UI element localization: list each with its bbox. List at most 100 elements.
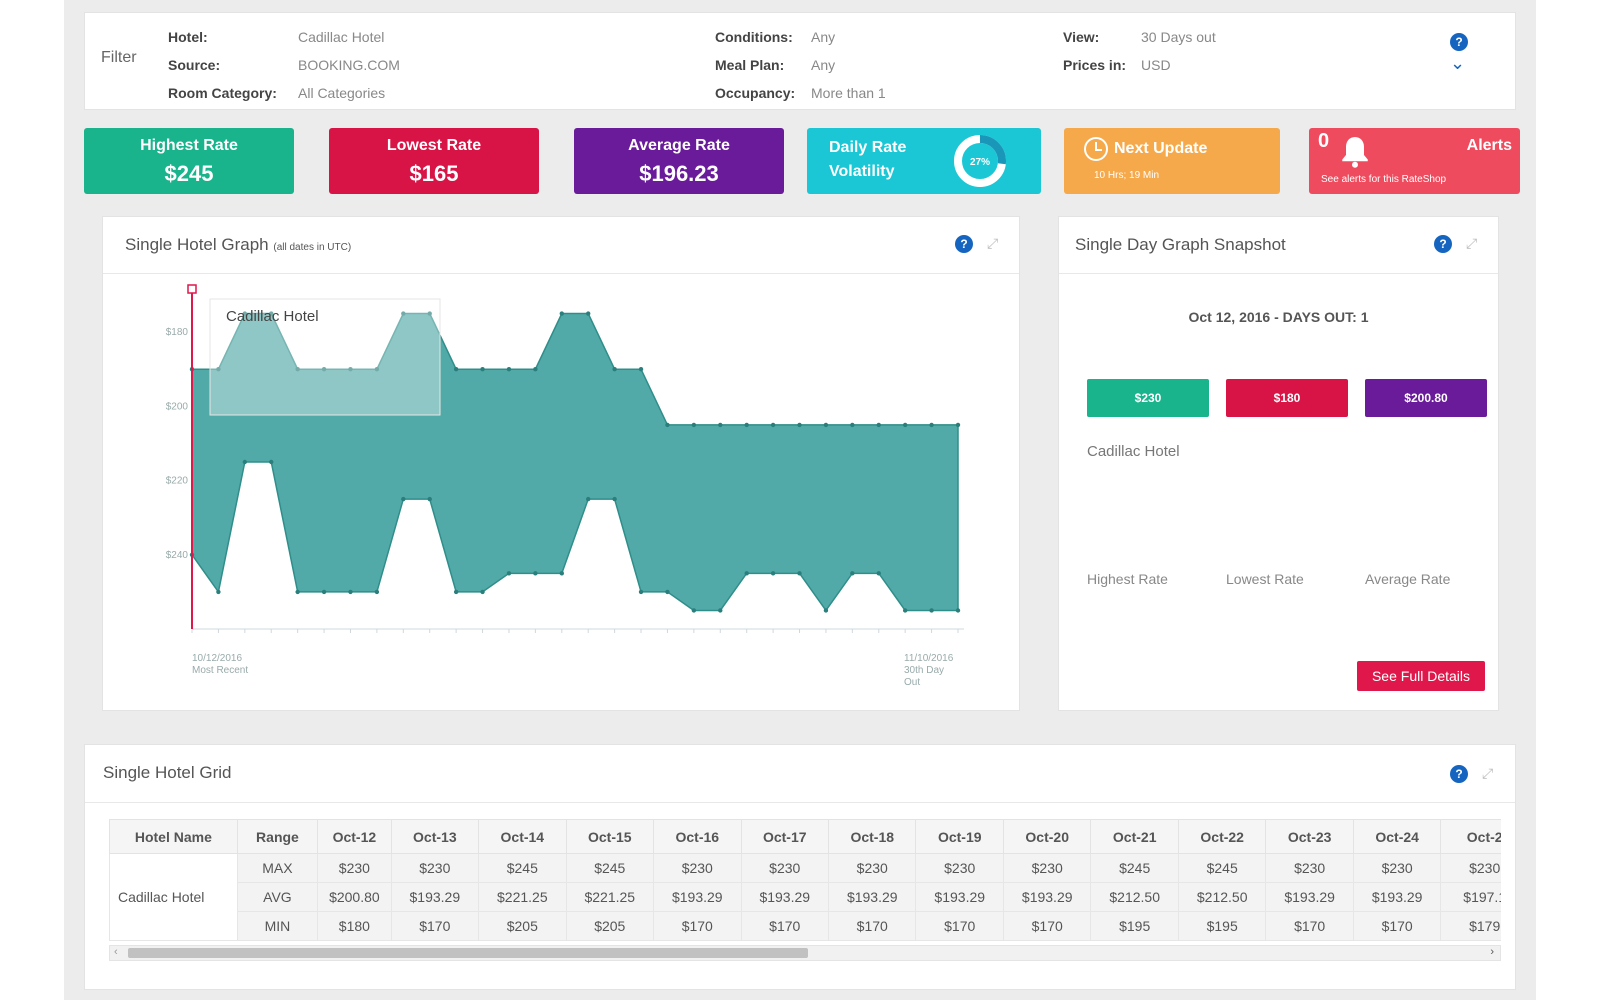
max-rate-point	[850, 422, 855, 428]
grid-cell: $195	[1090, 911, 1179, 941]
alerts-count: 0	[1318, 130, 1330, 152]
filter-column-hotel: Hotel: Cadillac Hotel Source: BOOKING.COM …	[168, 23, 400, 107]
grid-cell: $193.29	[827, 882, 917, 912]
volatility-donut: 27%	[954, 135, 1006, 187]
rate-area-chart: $240 $220 $200 $180 Cadillac Hotel 10/12/2016…	[166, 284, 964, 688]
min-rate-point	[797, 571, 802, 576]
filter-key: Occupancy:	[715, 85, 796, 101]
grid-expand-icon[interactable]: ⤢	[1482, 765, 1494, 781]
grid-cell: $170	[1352, 911, 1442, 941]
filter-key: Conditions:	[715, 29, 793, 45]
kpi-alerts[interactable]: 0 Alerts See alerts for this RateShop	[1309, 128, 1520, 194]
max-rate-point	[770, 422, 776, 428]
filter-chevron-down-icon[interactable]: ⌄	[1450, 53, 1466, 73]
col-header-date[interactable]: Oct-2	[1440, 819, 1501, 854]
kpi-highest-value: $245	[164, 161, 214, 186]
col-header-hotel-name[interactable]: Hotel Name	[109, 819, 238, 854]
filter-row-occupancy[interactable]: Occupancy: More than 1	[715, 79, 886, 107]
graph-help-icon[interactable]: ?	[955, 235, 973, 253]
filter-row-conditions[interactable]: Conditions: Any	[715, 23, 886, 51]
filter-key: Source:	[168, 57, 221, 73]
min-rate-point	[955, 608, 961, 613]
grid-cell: $193.29	[1265, 882, 1354, 912]
col-header-date[interactable]: Oct-19	[915, 819, 1004, 854]
grid-cell: $205	[565, 911, 655, 941]
col-header-range[interactable]: Range	[236, 819, 319, 854]
min-rate-point	[770, 571, 776, 576]
grid-cell: $205	[478, 911, 567, 941]
grid-cell: $245	[1090, 853, 1179, 883]
col-header-date[interactable]: Oct-12	[317, 819, 392, 854]
min-rate-point	[321, 589, 327, 595]
filter-value: Any	[811, 57, 836, 73]
kpi-volatility-title: Daily Rate Volatility	[829, 136, 906, 184]
grid-cell: $212.50	[1177, 882, 1267, 912]
filter-row-prices-in[interactable]: Prices in: USD	[1063, 51, 1216, 79]
y-tick-label: $220	[166, 476, 189, 487]
filter-key: Meal Plan:	[715, 57, 785, 73]
scroll-right-arrow-icon[interactable]: ›	[1490, 946, 1494, 958]
kpi-highest-rate: Highest Rate $245	[84, 128, 294, 194]
grid-cell: $193.29	[1002, 882, 1092, 912]
max-rate-point	[902, 422, 908, 428]
max-rate-point	[586, 311, 591, 316]
col-header-date[interactable]: Oct-17	[740, 819, 830, 854]
grid-help-icon[interactable]: ?	[1450, 765, 1468, 783]
x-label-end-note2: Out	[904, 677, 920, 688]
min-rate-point	[348, 589, 353, 595]
grid-cell: $230	[827, 853, 917, 883]
min-rate-point	[374, 589, 380, 595]
x-label-start-date: 10/12/2016	[192, 653, 242, 664]
scrollbar-thumb[interactable]	[128, 948, 808, 958]
graph-expand-icon[interactable]: ⤢	[987, 235, 999, 251]
grid-row-max: Cadillac Hotel MAX $230 $230 $245 $245 $…	[109, 853, 1501, 941]
grid-cell: $193.29	[740, 882, 830, 912]
grid-cell: $195	[1177, 911, 1267, 941]
max-rate-point	[216, 367, 221, 372]
col-header-date[interactable]: Oct-18	[827, 819, 917, 854]
grid-header-row: Hotel Name Range Oct-12 Oct-13 Oct-14 Oc…	[109, 819, 1501, 854]
grid-cell: $193.29	[1352, 882, 1442, 912]
min-rate-point	[216, 589, 221, 595]
col-header-date[interactable]: Oct-16	[653, 819, 742, 854]
snapshot-date: Oct 12, 2016 - DAYS OUT: 1	[1188, 309, 1369, 325]
max-rate-point	[718, 422, 723, 428]
min-rate-point	[823, 608, 829, 613]
snapshot-average-label: Average Rate	[1365, 571, 1451, 587]
kpi-lowest-value: $165	[409, 161, 459, 186]
filter-row-meal-plan[interactable]: Meal Plan: Any	[715, 51, 886, 79]
grid-horizontal-scrollbar[interactable]: ‹ ›	[109, 945, 1501, 961]
grid-cell: $245	[478, 853, 567, 883]
col-header-date[interactable]: Oct-20	[1002, 819, 1092, 854]
scroll-left-arrow-icon[interactable]: ‹	[114, 946, 118, 958]
col-header-date[interactable]: Oct-13	[390, 819, 480, 854]
col-header-date[interactable]: Oct-21	[1090, 819, 1179, 854]
col-header-date[interactable]: Oct-23	[1265, 819, 1354, 854]
kpi-next-update: Next Update 10 Hrs; 19 Min	[1064, 128, 1280, 194]
max-rate-point	[506, 367, 512, 372]
max-rate-point	[665, 422, 670, 428]
col-header-date[interactable]: Oct-24	[1352, 819, 1442, 854]
max-rate-point	[348, 367, 353, 372]
min-rate-point	[269, 459, 274, 465]
grid-cell: $170	[827, 911, 917, 941]
col-header-date[interactable]: Oct-15	[565, 819, 655, 854]
col-header-date[interactable]: Oct-14	[478, 819, 567, 854]
grid-cell: $170	[1002, 911, 1092, 941]
filter-row-view[interactable]: View: 30 Days out	[1063, 23, 1216, 51]
filter-help-icon[interactable]: ?	[1450, 33, 1468, 51]
filter-value: More than 1	[811, 85, 886, 101]
filter-row-source[interactable]: Source: BOOKING.COM	[168, 51, 400, 79]
grid-cell: $230	[740, 853, 830, 883]
filter-row-hotel[interactable]: Hotel: Cadillac Hotel	[168, 23, 400, 51]
snapshot-expand-icon[interactable]: ⤢	[1466, 235, 1478, 251]
col-header-date[interactable]: Oct-22	[1177, 819, 1267, 854]
filter-column-view: View: 30 Days out Prices in: USD	[1063, 23, 1216, 79]
max-rate-point	[533, 367, 538, 372]
grid-cell: $193.29	[390, 882, 480, 912]
min-rate-point	[665, 589, 670, 595]
see-full-details-button[interactable]: See Full Details	[1357, 661, 1485, 691]
max-rate-point	[929, 422, 934, 428]
filter-row-room-category[interactable]: Room Category: All Categories	[168, 79, 400, 107]
snapshot-help-icon[interactable]: ?	[1434, 235, 1452, 253]
